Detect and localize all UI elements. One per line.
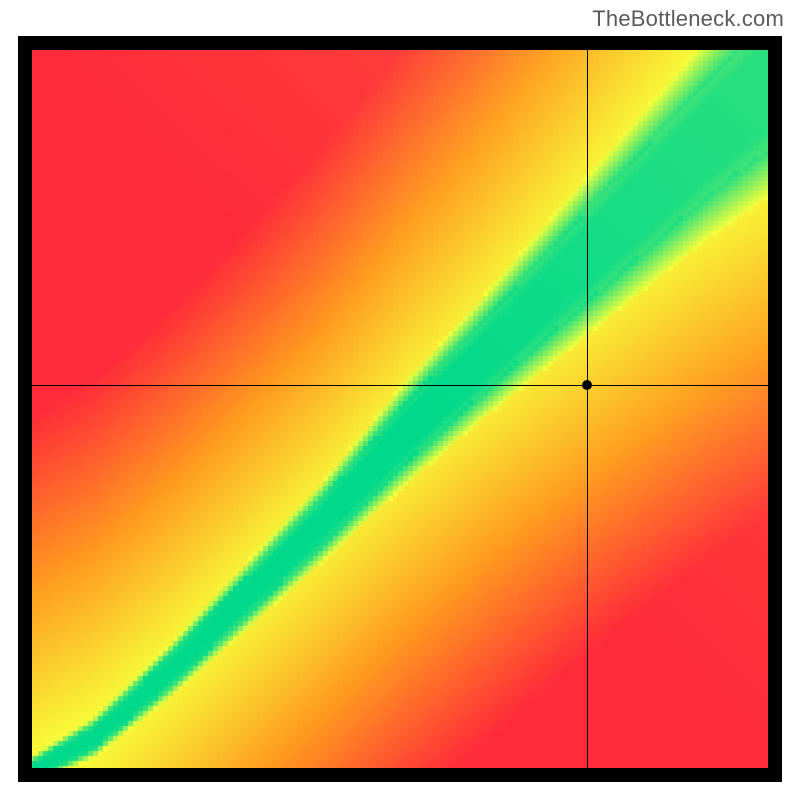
- plot-frame: [18, 36, 782, 782]
- chart-container: TheBottleneck.com: [0, 0, 800, 800]
- crosshair-horizontal: [18, 385, 782, 386]
- watermark-text: TheBottleneck.com: [592, 6, 784, 32]
- crosshair-vertical: [587, 36, 588, 782]
- crosshair-point: [582, 380, 592, 390]
- heatmap-canvas: [18, 36, 782, 782]
